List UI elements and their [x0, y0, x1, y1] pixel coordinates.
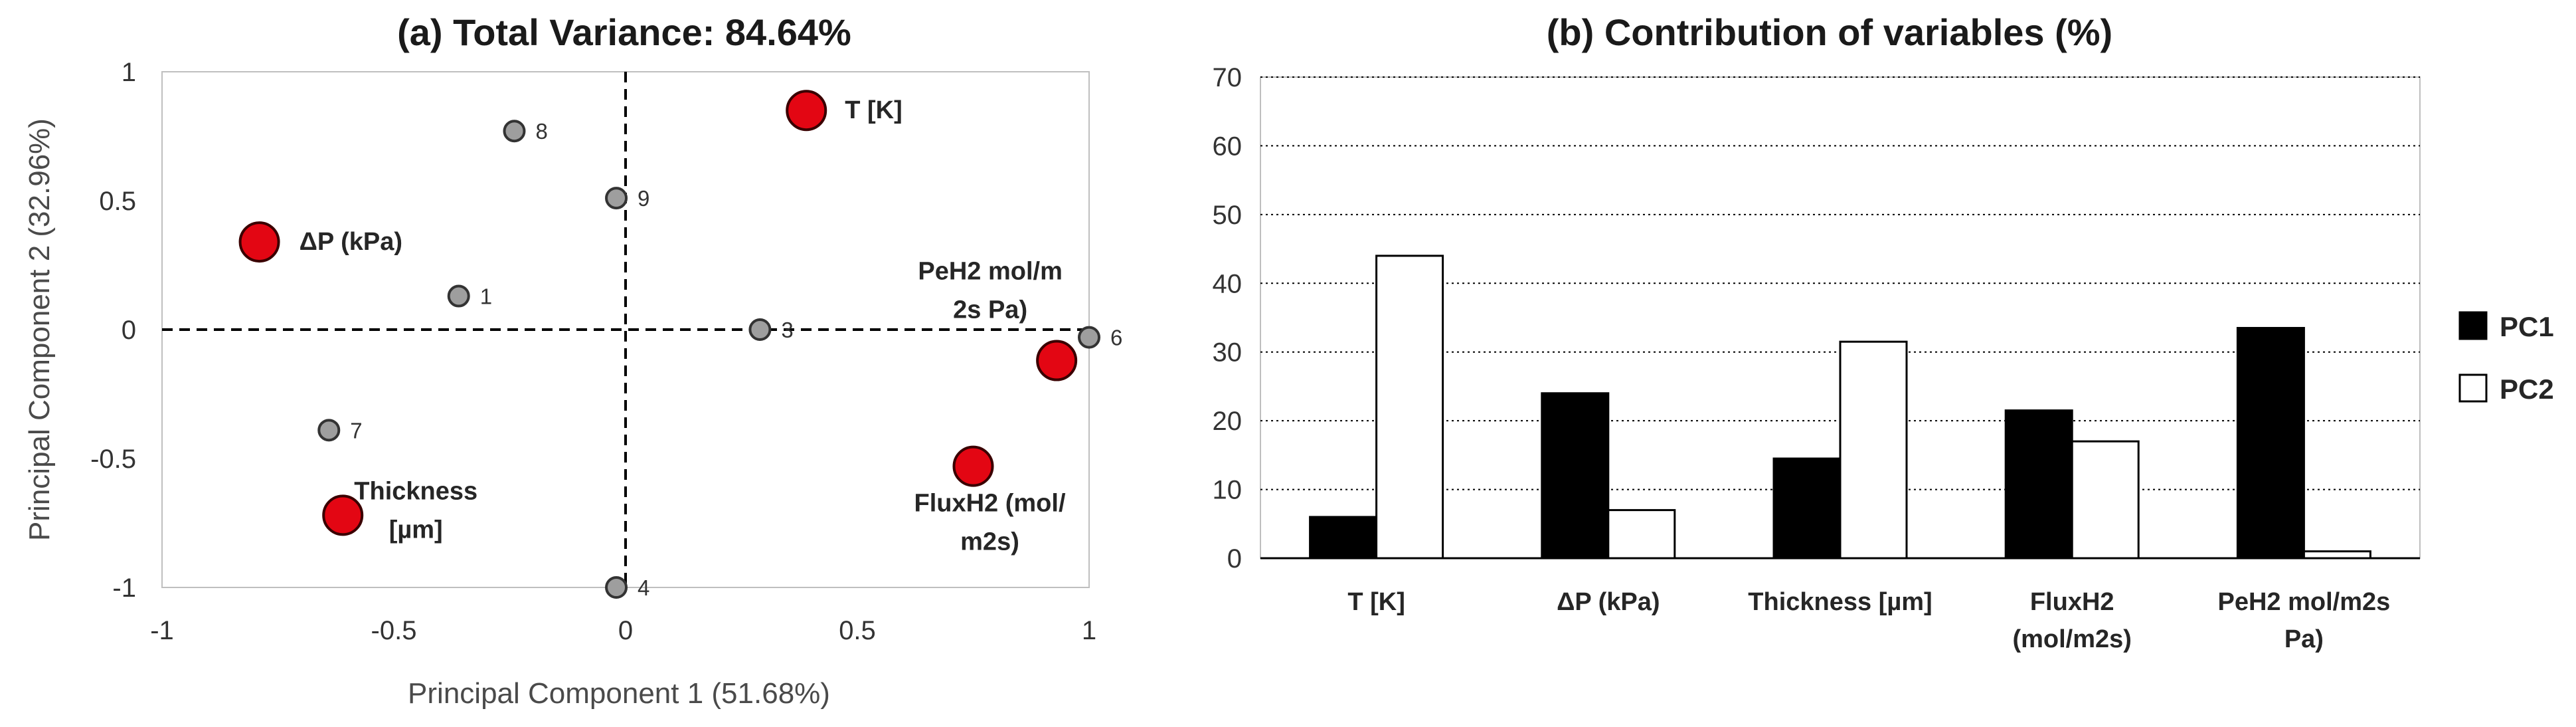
- variable-point-label: FluxH2 (mol/: [914, 490, 1065, 518]
- scatter-y-tick: 0.5: [99, 187, 136, 216]
- observation-point-label: 3: [781, 318, 793, 342]
- observation-point: [1078, 326, 1100, 349]
- variable-point: [786, 90, 827, 132]
- bar-pc1: [2236, 327, 2305, 560]
- bar-category-label: ΔP (kPa): [1557, 588, 1660, 616]
- variable-point: [238, 221, 280, 263]
- bar-y-tick-labels: 0 10 20 30 40 50 60 70: [1213, 63, 1243, 573]
- bar-pc1: [1541, 392, 1610, 560]
- scatter-x-tick: -1: [150, 616, 174, 645]
- bar-category-label: Pa): [2284, 625, 2324, 653]
- observation-point: [605, 187, 628, 210]
- bar-category-label: PeH2 mol/m2s: [2218, 588, 2391, 616]
- scatter-y-axis-label: Principal Component 2 (32.96%): [23, 118, 56, 541]
- legend-label-pc2: PC2: [2500, 373, 2554, 405]
- variable-point-label: Thickness: [354, 477, 477, 505]
- observation-point-label: 1: [480, 284, 492, 309]
- scatter-x-tick: 0.5: [839, 616, 876, 645]
- scatter-y-tick: -0.5: [90, 445, 136, 474]
- pca-scatter-chart: (a) Total Variance: 84.64% 1 0.5 0 -0.5 …: [23, 11, 1122, 710]
- bar-category-label: (mol/m2s): [2012, 625, 2131, 653]
- scatter-y-tick: -1: [112, 573, 136, 603]
- bar-category-labels: T [K] ΔP (kPa) Thickness [µm] FluxH2 (mol/m2…: [1347, 588, 2390, 653]
- variable-point-label: [µm]: [389, 516, 443, 544]
- scatter-y-tick: 0: [122, 316, 136, 345]
- bar-pc1: [2004, 409, 2073, 560]
- bar-category-label: FluxH2: [2030, 588, 2114, 616]
- observation-point: [447, 284, 470, 308]
- observation-point-label: 6: [1110, 326, 1122, 350]
- bar-pc1: [1772, 457, 1842, 560]
- scatter-title: (a) Total Variance: 84.64%: [397, 11, 851, 53]
- observation-point-label: 9: [638, 186, 649, 211]
- variable-point: [952, 445, 994, 487]
- scatter-x-tick: 1: [1082, 616, 1096, 645]
- bar-y-tick: 50: [1213, 201, 1243, 230]
- legend-swatch-pc2: [2458, 373, 2488, 403]
- bar-marks: [1309, 255, 2371, 560]
- variable-point-label: ΔP (kPa): [300, 228, 402, 256]
- contribution-bar-chart: (b) Contribution of variables (%) 0 10 20 3…: [1213, 11, 2554, 653]
- bar-y-tick: 70: [1213, 63, 1243, 92]
- variable-point-label: 2s Pa): [953, 296, 1027, 324]
- variable-point: [322, 494, 364, 536]
- bar-y-tick: 10: [1213, 476, 1243, 505]
- bar-pc2: [1839, 340, 1908, 560]
- variable-point-label: m2s): [960, 528, 1019, 556]
- variable-point-label: PeH2 mol/m: [918, 258, 1063, 286]
- scatter-marks: T [K] ΔP (kPa) PeH2 mol/m 2s Pa) FluxH2 (mol…: [238, 90, 1122, 600]
- bar-pc2: [1375, 255, 1444, 560]
- variable-point-label: T [K]: [845, 96, 902, 124]
- legend-swatch-pc1: [2458, 311, 2488, 340]
- bar-pc2: [2071, 440, 2140, 560]
- bar-pc2: [2302, 550, 2371, 560]
- bar-pc1: [1309, 516, 1378, 560]
- bar-category-label: T [K]: [1347, 588, 1405, 616]
- bar-category-label: Thickness [µm]: [1748, 588, 1932, 616]
- scatter-x-tick: 0: [618, 616, 633, 645]
- observation-point: [748, 318, 772, 341]
- variable-point: [1036, 340, 1078, 381]
- observation-point-label: 8: [535, 119, 547, 144]
- scatter-y-tick-labels: 1 0.5 0 -0.5 -1: [90, 58, 136, 603]
- observation-point: [605, 576, 628, 599]
- bar-y-tick: 0: [1227, 544, 1242, 573]
- observation-point-label: 4: [638, 575, 649, 600]
- bar-title: (b) Contribution of variables (%): [1547, 11, 2112, 53]
- bar-legend: PC1 PC2: [2458, 311, 2554, 405]
- bar-y-tick: 20: [1213, 407, 1243, 436]
- bar-y-tick: 60: [1213, 132, 1243, 161]
- bar-pc2: [1607, 509, 1676, 560]
- legend-label-pc1: PC1: [2500, 311, 2554, 342]
- scatter-x-axis-label: Principal Component 1 (51.68%): [408, 677, 830, 710]
- observation-point: [317, 419, 341, 442]
- observation-point-label: 7: [350, 418, 362, 443]
- scatter-x-tick: -0.5: [371, 616, 417, 645]
- scatter-y-tick: 1: [122, 58, 136, 87]
- scatter-x-tick-labels: -1 -0.5 0 0.5 1: [150, 616, 1096, 645]
- bar-y-tick: 30: [1213, 338, 1243, 367]
- observation-point: [503, 120, 526, 143]
- bar-y-tick: 40: [1213, 269, 1243, 298]
